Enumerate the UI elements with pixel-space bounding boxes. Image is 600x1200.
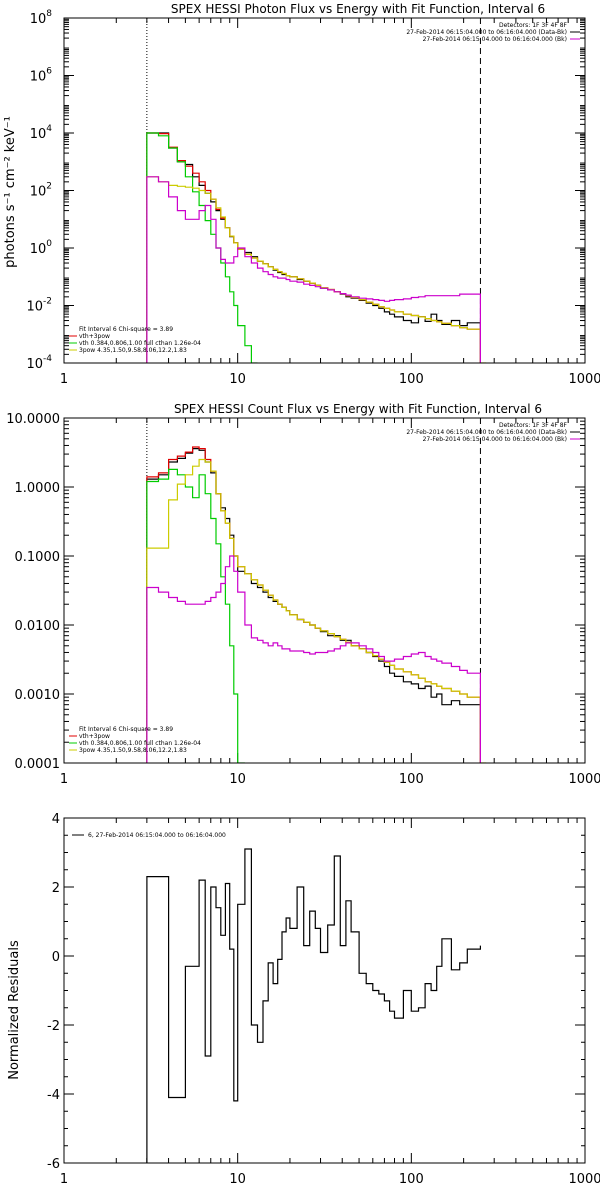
x-tick-label: 10: [229, 772, 246, 787]
series-group: [146, 848, 481, 1163]
x-tick-label: 1000: [568, 1172, 600, 1187]
series-group: [146, 446, 487, 763]
y-tick-label: 0.0001: [15, 757, 61, 772]
series-group: [146, 132, 487, 363]
legend-top-right-entry: Detectors: 1F 3F 4F 8F: [499, 422, 568, 429]
y-tick-label: 1.0000: [15, 481, 61, 496]
y-tick-exponent: 2: [46, 182, 52, 192]
series-vth: [146, 468, 245, 763]
y-tick-label: 10-4: [26, 354, 52, 372]
legend-bottom-left-entry: vth+3pow: [79, 733, 110, 740]
y-tick-label: 2: [52, 881, 60, 896]
y-tick-label: -4: [47, 1088, 60, 1103]
y-tick-label: 10.0000: [6, 412, 60, 427]
legend-top-right-entry: Detectors: 1F 3F 4F 8F: [499, 22, 568, 29]
x-tick-label: 1000: [568, 772, 600, 787]
y-tick-exponent: -4: [43, 354, 52, 364]
legend-bottom-left-entry: Fit Interval 6 Chi-square = 3.89: [79, 726, 173, 733]
y-tick-label: -6: [47, 1157, 60, 1172]
x-tick-label: 1: [60, 372, 68, 387]
y-tick-label: 0.1000: [15, 550, 61, 565]
y-tick-label: 4: [52, 812, 60, 827]
legend-bottom-left-entry: vth 0.384,0.806,1.00 full cthan 1.26e-04: [79, 340, 201, 347]
x-tick-label: 100: [399, 1172, 424, 1187]
x-tick-label: 100: [399, 372, 424, 387]
count-plot-area: 1 10 100 1000 0.0001 0.0010 0.0100 0.1000 1.0000…: [6, 412, 600, 787]
residuals-plot-area: 1 10 100 1000 -6 -4 -2 0 2 4 6, 27-Feb-2014 06:15:…: [47, 812, 600, 1187]
photon-y-axis-label: photons s⁻¹ cm⁻² keV⁻¹: [3, 116, 18, 268]
plot-frame: [63, 17, 586, 364]
y-tick-exponent: 8: [46, 9, 52, 19]
x-tick-label: 10: [229, 1172, 246, 1187]
y-tick-label: 104: [30, 124, 53, 142]
series-vth-3pow: [146, 446, 481, 763]
residuals-panel: Normalized Residuals 1 10 100 1000 -6 -4 -2 0 2 4…: [7, 812, 600, 1187]
y-tick-label: 10-2: [26, 297, 52, 315]
y-tick-exponent: 0: [46, 239, 52, 249]
y-tick-label: 100: [30, 239, 53, 257]
x-tick-label: 100: [399, 772, 424, 787]
count-chart-title: SPEX HESSI Count Flux vs Energy with Fit…: [174, 402, 542, 416]
y-tick-label: 108: [30, 9, 53, 27]
legend-bottom-left-entry: 3pow 4.35,1.50,9.58,8.06,12.2,1.83: [79, 747, 187, 754]
y-tick-label: 0.0010: [15, 688, 61, 703]
series-6-27-feb-2014-06-15-04-000-to-06-16-04-000: [146, 848, 481, 1163]
series-vth-3pow: [146, 132, 481, 363]
residuals-y-axis-label: Normalized Residuals: [7, 940, 22, 1080]
series-3pow: [146, 176, 487, 363]
legend-bottom-left-entry: 3pow 4.35,1.50,9.58,8.06,12.2,1.83: [79, 347, 187, 354]
legend-top-left-entry: 6, 27-Feb-2014 06:15:04.000 to 06:16:04.…: [88, 832, 226, 839]
legend-top-right-entry: 27-Feb-2014 06:15:04.000 to 06:16:04.000…: [406, 429, 567, 436]
legend-bottom-left-entry: vth 0.384,0.806,1.00 full cthan 1.26e-04: [79, 740, 201, 747]
series-data-bk: [146, 448, 481, 763]
y-tick-exponent: 4: [46, 124, 52, 134]
x-tick-label: 1000: [568, 372, 600, 387]
count-flux-panel: SPEX HESSI Count Flux vs Energy with Fit…: [6, 402, 600, 787]
y-tick-exponent: 6: [46, 67, 52, 77]
x-tick-label: 10: [229, 372, 246, 387]
series-data-bk: [146, 132, 481, 363]
series-3pow: [146, 458, 487, 763]
y-tick-label: 102: [30, 182, 52, 200]
legend-top-right-entry: 27-Feb-2014 06:15:04.000 to 06:16:04.000…: [423, 36, 567, 43]
series-vth: [146, 132, 258, 363]
series-bk: [146, 555, 481, 763]
photon-flux-panel: SPEX HESSI Photon Flux vs Energy with Fi…: [3, 2, 600, 387]
legend-top-right-entry: 27-Feb-2014 06:15:04.000 to 06:16:04.000…: [406, 29, 567, 36]
legend-bottom-left-entry: vth+3pow: [79, 333, 110, 340]
photon-chart-title: SPEX HESSI Photon Flux vs Energy with Fi…: [171, 2, 545, 16]
plot-frame: [63, 817, 586, 1164]
legend-top-right-entry: 27-Feb-2014 06:15:04.000 to 06:16:04.000…: [423, 436, 567, 443]
y-tick-label: -2: [47, 1019, 60, 1034]
legend-bottom-left-entry: Fit Interval 6 Chi-square = 3.89: [79, 326, 173, 333]
plot-frame: [63, 417, 586, 764]
series-bk: [146, 176, 481, 363]
y-tick-exponent: -2: [43, 297, 52, 307]
photon-plot-area: 1 10 100 1000 10-4 10-2 100 102 104 106 108 Detecto…: [26, 9, 600, 387]
x-tick-label: 1: [60, 1172, 68, 1187]
y-tick-label: 0.0100: [15, 619, 61, 634]
y-tick-label: 106: [30, 67, 53, 85]
x-tick-label: 1: [60, 772, 68, 787]
y-tick-label: 0: [52, 950, 60, 965]
